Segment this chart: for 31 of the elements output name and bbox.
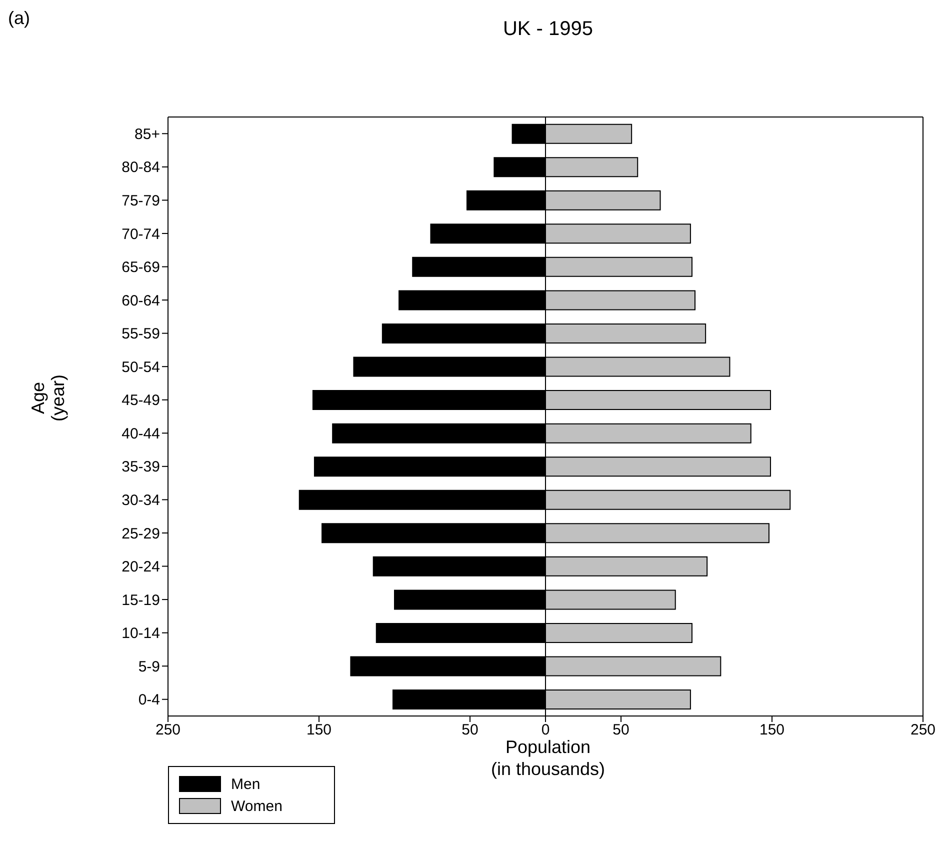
y-tick-label: 65-69 — [122, 259, 160, 276]
y-tick-label: 10-14 — [122, 625, 160, 642]
x-tick-label: 250 — [155, 722, 181, 739]
x-tick-label: 150 — [759, 722, 785, 739]
y-tick-label: 35-39 — [122, 458, 160, 476]
x-axis-title: Population (in thousands) — [490, 737, 606, 779]
y-tick-label: 75-79 — [122, 192, 160, 210]
y-tick-label: 85+ — [134, 126, 160, 143]
y-tick-label: 30-34 — [122, 492, 160, 510]
x-tick-label: 50 — [612, 722, 630, 739]
y-axis-title: Age (year) — [28, 374, 68, 422]
y-tick-label: 5-9 — [138, 658, 160, 676]
y-tick-label: 45-49 — [122, 392, 160, 410]
legend-label: Women — [231, 798, 282, 814]
y-tick-label: 50-54 — [122, 358, 160, 376]
chart-title: UK - 1995 — [502, 18, 594, 41]
x-tick-label: 50 — [462, 722, 478, 739]
y-tick-label: 80-84 — [122, 159, 160, 176]
text: (a) — [8, 8, 30, 29]
y-tick-label: 70-74 — [122, 226, 160, 243]
x-tick-label: 0 — [541, 722, 550, 739]
legend-label: Men — [231, 776, 260, 792]
y-tick-label: 55-59 — [122, 326, 160, 343]
y-tick-label: 0-4 — [138, 692, 160, 709]
y-tick-label: 15-19 — [122, 592, 160, 609]
y-tick-label: 25-29 — [122, 525, 160, 542]
y-tick-label: 60-64 — [122, 292, 160, 310]
x-tick-label: 150 — [306, 722, 332, 739]
y-tick-label: 20-24 — [122, 558, 160, 576]
x-tick-label: 250 — [910, 722, 936, 739]
y-tick-label: 40-44 — [122, 425, 160, 442]
